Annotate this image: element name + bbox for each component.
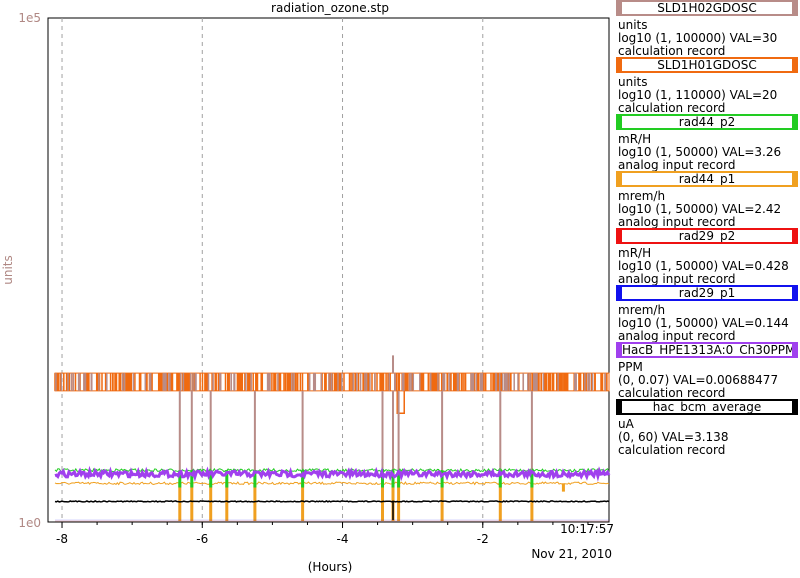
axis-layer: -8 -6 -4 -2 1e5 1e0 units xyxy=(1,11,589,546)
series-layer xyxy=(54,355,611,522)
legend-range-value: log10 (1, 50000) VAL=2.42 xyxy=(618,202,782,216)
legend-range-value: (0, 0.07) VAL=0.00688477 xyxy=(618,373,779,387)
plot-area[interactable]: -8 -6 -4 -2 1e5 1e0 units xyxy=(0,0,614,578)
legend-series-name[interactable]: rad29_p2 xyxy=(616,228,798,244)
legend-unit: units xyxy=(618,75,648,89)
legend: SLD1H02GDOSC units log10 (1, 100000) VAL=3… xyxy=(614,0,800,456)
legend-unit: mR/H xyxy=(618,246,652,260)
legend-range-value: log10 (1, 50000) VAL=3.26 xyxy=(618,145,782,159)
legend-series-name[interactable]: rad29_p1 xyxy=(616,285,798,301)
legend-record-type: analog input record xyxy=(618,329,736,343)
legend-series-name[interactable]: hac_bcm_average xyxy=(616,399,798,415)
legend-record-type: calculation record xyxy=(618,101,726,115)
x-axis-label: (Hours) xyxy=(307,560,353,574)
x-tick-label: -2 xyxy=(477,532,489,546)
chart-title: radiation_ozone.stp xyxy=(271,1,389,15)
legend-unit: mrem/h xyxy=(618,303,666,317)
series-sld1h01gdosc-step xyxy=(396,390,405,414)
legend-unit: mrem/h xyxy=(618,189,666,203)
legend-record-type: calculation record xyxy=(618,443,726,457)
x-tick-label: -4 xyxy=(337,532,349,546)
legend-range-value: log10 (1, 50000) VAL=0.428 xyxy=(618,259,789,273)
legend-record-type: calculation record xyxy=(618,386,726,400)
x-tick-label: -8 xyxy=(56,532,68,546)
x-tick-label: -6 xyxy=(196,532,208,546)
series-sld1h02gdosc xyxy=(55,373,607,391)
legend-range-value: (0, 60) VAL=3.138 xyxy=(618,430,729,444)
series-hac-bcm-average xyxy=(54,500,610,520)
y-tick-label-bottom: 1e0 xyxy=(18,516,41,530)
legend-series-name[interactable]: SLD1H02GDOSC xyxy=(616,0,798,16)
legend-unit: mR/H xyxy=(618,132,652,146)
legend-series-name[interactable]: SLD1H01GDOSC xyxy=(616,57,798,73)
legend-record-type: analog input record xyxy=(618,215,736,229)
plot-frame xyxy=(47,17,610,523)
series-sld1h02gdosc-spikes xyxy=(178,355,533,520)
legend-unit: uA xyxy=(618,417,634,431)
legend-record-type: analog input record xyxy=(618,272,736,286)
y-axis-label: units xyxy=(1,255,15,285)
legend-unit: PPM xyxy=(618,360,643,374)
legend-record-type: calculation record xyxy=(618,44,726,58)
y-tick-label-top: 1e5 xyxy=(18,11,41,25)
legend-range-value: log10 (1, 100000) VAL=30 xyxy=(618,31,778,45)
legend-series-name[interactable]: HacB_HPE1313A:0_Ch30PPM xyxy=(616,342,798,358)
legend-unit: units xyxy=(618,18,648,32)
legend-series-name[interactable]: rad44_p1 xyxy=(616,171,798,187)
end-date: Nov 21, 2010 xyxy=(531,547,612,561)
legend-series-name[interactable]: rad44_p2 xyxy=(616,114,798,130)
legend-record-type: analog input record xyxy=(618,158,736,172)
legend-range-value: log10 (1, 110000) VAL=20 xyxy=(618,88,778,102)
legend-range-value: log10 (1, 50000) VAL=0.144 xyxy=(618,316,789,330)
series-hacb-hpe1313a xyxy=(54,465,611,482)
grid-layer xyxy=(47,17,610,523)
end-time: 10:17:57 xyxy=(560,522,614,536)
